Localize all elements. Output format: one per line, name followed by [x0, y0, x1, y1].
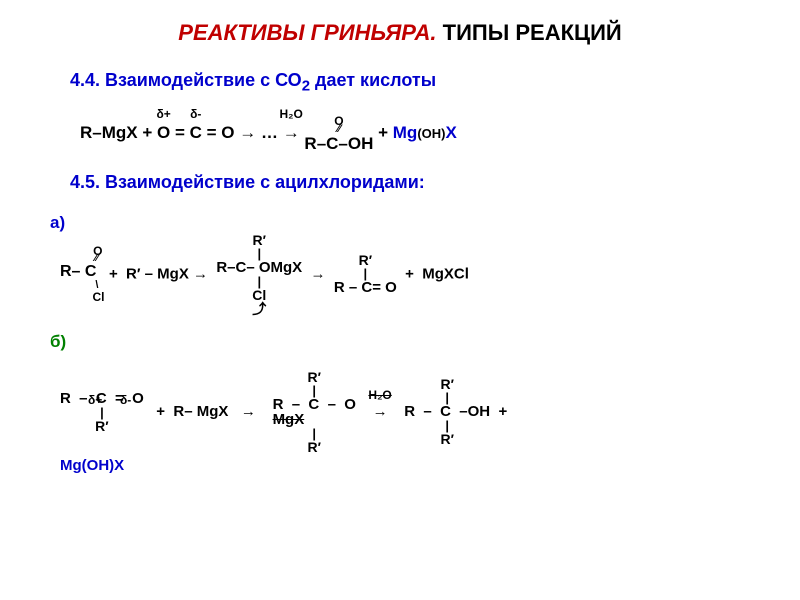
o-delta-plus: δ+ O [157, 117, 170, 149]
x-blue: X [445, 123, 456, 142]
h2o-label: H₂O [280, 103, 303, 126]
sec44-tail: дает кислоты [310, 70, 436, 90]
reaction-4-5-b: δ+ δ- R – C = O | R′ + R– MgX → R′ | R –… [60, 370, 760, 478]
c: C [190, 123, 202, 142]
plus2: + [373, 123, 392, 142]
dplus-b: δ+ [88, 391, 102, 410]
oh-small: (ОН) [417, 126, 445, 141]
cl1: Cl [92, 291, 104, 303]
bar2: | [257, 275, 261, 288]
page-title: РЕАКТИВЫ ГРИНЬЯРА. ТИПЫ РЕАКЦИЙ [40, 20, 760, 46]
arrow-h2o-b: H₂O → [373, 400, 388, 424]
cross-mgx: MgX [273, 412, 356, 427]
eq1: = [170, 123, 189, 142]
mgohx-b: Mg(OH)X [60, 457, 124, 474]
c-delta-minus: δ- C [190, 117, 202, 149]
delta-minus: δ- [190, 103, 201, 126]
bar-b2: | [312, 384, 316, 397]
lhs: R–MgX [80, 123, 138, 142]
arr1: → [235, 123, 261, 142]
o2: O [221, 123, 234, 142]
dminus-b: δ- [120, 391, 131, 410]
reaction-4-5-a: O ⁄⁄ R– C \ Cl + R′ – MgX → R′ | R–C– OM… [60, 233, 760, 316]
rcoh-group: O ⁄⁄ R–C–OH [304, 115, 373, 152]
arrow-h2o: H₂O → [283, 117, 300, 149]
arr2: → [283, 123, 300, 142]
reaction-4-5-b-row: б) [40, 332, 760, 352]
rprime-b3: R′ [308, 440, 321, 454]
intermediate-a: R′ | R–C– OMgX | Cl⤴ [216, 233, 302, 316]
rprime-b2: R′ [308, 370, 321, 384]
rc1: R– C [60, 264, 96, 280]
delta-plus: δ+ [156, 103, 170, 126]
intermediate-b: R′ | R – C – OMgX | R′ [273, 370, 356, 454]
section-4-5-heading: 4.5. Взаимодействие с ацилхлоридами: [70, 172, 760, 193]
cl2: Cl⤴ [252, 288, 266, 316]
reaction-4-5-a-row: а) [40, 213, 760, 233]
dblslash: ⁄⁄ [337, 124, 341, 135]
title-red: РЕАКТИВЫ ГРИНЬЯРА. [178, 20, 436, 45]
reaction-4-4: R–MgX + δ+ O = δ- C = O → … H₂O → O ⁄⁄ R… [80, 115, 760, 152]
rprime-b5: R′ [440, 432, 453, 446]
product-b: R′ | R – C –OH | R′ [404, 377, 490, 446]
rprime-b4: R′ [440, 377, 453, 391]
eq2: = [202, 123, 221, 142]
plus: + [138, 123, 157, 142]
acyl-chloride: O ⁄⁄ R– C \ Cl [60, 245, 96, 303]
label-b: б) [50, 332, 66, 351]
sec44-sub: 2 [302, 78, 310, 95]
rprime-top1: R′ [253, 233, 266, 247]
o1: O [157, 123, 170, 142]
dots: … [261, 123, 278, 142]
rcoh: R–C–OH [304, 135, 373, 152]
sec44-text: 4.4. Взаимодействие с СО [70, 70, 302, 90]
h2o-b: H₂O [368, 386, 391, 405]
bar1: | [257, 247, 261, 260]
product-a: R′ | R – C= O [334, 253, 397, 295]
rprime-b1: R′ [95, 419, 108, 433]
bar-b3: | [312, 427, 316, 440]
mg-blue: Mg [393, 123, 418, 142]
rprime-top2: R′ [359, 253, 372, 267]
section-4-4-heading: 4.4. Взаимодействие с СО2 дает кислоты [70, 70, 760, 95]
title-black: ТИПЫ РЕАКЦИЙ [437, 20, 622, 45]
label-a: а) [50, 213, 65, 232]
